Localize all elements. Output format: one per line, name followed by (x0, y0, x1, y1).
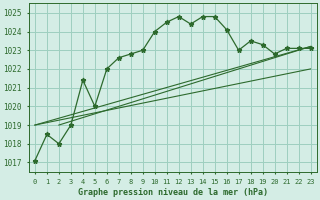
X-axis label: Graphe pression niveau de la mer (hPa): Graphe pression niveau de la mer (hPa) (78, 188, 268, 197)
